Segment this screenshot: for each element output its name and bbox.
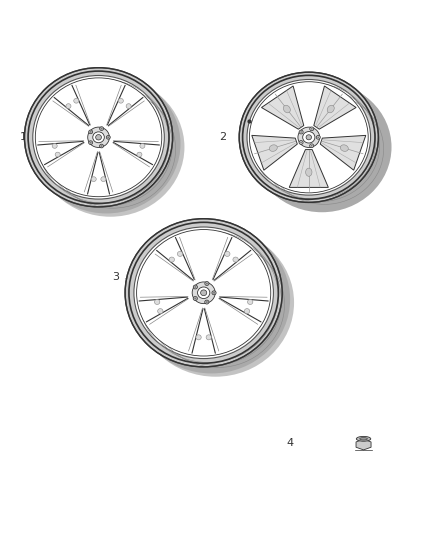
Ellipse shape	[310, 127, 314, 131]
Ellipse shape	[269, 145, 277, 151]
Ellipse shape	[32, 74, 180, 213]
Ellipse shape	[126, 104, 131, 109]
Ellipse shape	[95, 134, 102, 140]
Ellipse shape	[55, 152, 60, 157]
Ellipse shape	[196, 335, 201, 340]
Ellipse shape	[133, 225, 290, 374]
Ellipse shape	[306, 135, 311, 140]
Text: 2: 2	[219, 132, 226, 142]
Ellipse shape	[316, 135, 320, 139]
Ellipse shape	[90, 142, 92, 143]
Ellipse shape	[194, 286, 196, 288]
Ellipse shape	[107, 136, 109, 138]
Ellipse shape	[206, 282, 208, 285]
Ellipse shape	[225, 252, 230, 256]
Polygon shape	[252, 135, 297, 170]
Ellipse shape	[205, 300, 209, 304]
Ellipse shape	[213, 292, 215, 294]
Ellipse shape	[99, 144, 103, 148]
Ellipse shape	[66, 104, 71, 109]
Ellipse shape	[299, 141, 303, 144]
Ellipse shape	[248, 79, 387, 209]
Ellipse shape	[137, 230, 271, 356]
Ellipse shape	[299, 130, 303, 134]
Ellipse shape	[360, 438, 367, 440]
Ellipse shape	[118, 99, 124, 103]
Ellipse shape	[300, 131, 302, 133]
Ellipse shape	[340, 145, 348, 151]
Ellipse shape	[205, 281, 209, 286]
Polygon shape	[261, 86, 304, 129]
Ellipse shape	[206, 335, 212, 340]
Ellipse shape	[306, 168, 312, 176]
Ellipse shape	[155, 300, 160, 304]
Ellipse shape	[169, 257, 174, 262]
Ellipse shape	[36, 78, 184, 217]
Ellipse shape	[212, 291, 216, 295]
Text: 4: 4	[287, 438, 294, 448]
Text: 3: 3	[112, 272, 119, 282]
Ellipse shape	[311, 145, 313, 147]
Ellipse shape	[194, 297, 196, 300]
Ellipse shape	[247, 79, 371, 195]
Ellipse shape	[249, 82, 368, 193]
Ellipse shape	[303, 132, 315, 143]
Ellipse shape	[99, 127, 104, 131]
Ellipse shape	[298, 127, 320, 148]
Ellipse shape	[311, 128, 313, 130]
Ellipse shape	[206, 301, 208, 303]
Ellipse shape	[193, 296, 198, 301]
Ellipse shape	[327, 105, 334, 113]
Ellipse shape	[192, 282, 215, 304]
Ellipse shape	[177, 252, 183, 256]
Ellipse shape	[134, 227, 273, 359]
Ellipse shape	[158, 309, 163, 313]
Polygon shape	[320, 135, 366, 170]
Ellipse shape	[140, 143, 145, 148]
Ellipse shape	[283, 105, 290, 113]
Ellipse shape	[101, 177, 106, 182]
Ellipse shape	[300, 142, 302, 143]
Ellipse shape	[90, 131, 92, 133]
Ellipse shape	[88, 141, 92, 144]
Ellipse shape	[125, 219, 282, 367]
Ellipse shape	[101, 145, 102, 147]
Ellipse shape	[88, 127, 110, 148]
Ellipse shape	[201, 290, 207, 296]
Ellipse shape	[137, 229, 294, 377]
Ellipse shape	[318, 136, 319, 138]
Ellipse shape	[74, 99, 79, 103]
Ellipse shape	[35, 78, 162, 197]
Ellipse shape	[106, 135, 110, 139]
Ellipse shape	[91, 177, 96, 182]
Ellipse shape	[88, 130, 93, 134]
Text: 1: 1	[20, 132, 27, 142]
Ellipse shape	[101, 128, 102, 130]
Ellipse shape	[137, 152, 142, 157]
Ellipse shape	[247, 300, 253, 304]
Ellipse shape	[252, 82, 392, 212]
Ellipse shape	[310, 144, 314, 148]
Polygon shape	[356, 439, 371, 450]
Ellipse shape	[193, 285, 198, 289]
Ellipse shape	[198, 287, 210, 298]
Polygon shape	[314, 86, 356, 129]
Ellipse shape	[356, 437, 371, 441]
Ellipse shape	[244, 309, 250, 313]
Ellipse shape	[233, 257, 238, 262]
Polygon shape	[289, 150, 328, 188]
Ellipse shape	[33, 76, 164, 199]
Ellipse shape	[52, 143, 57, 148]
Ellipse shape	[25, 68, 173, 207]
Ellipse shape	[239, 72, 378, 203]
Ellipse shape	[93, 132, 104, 143]
